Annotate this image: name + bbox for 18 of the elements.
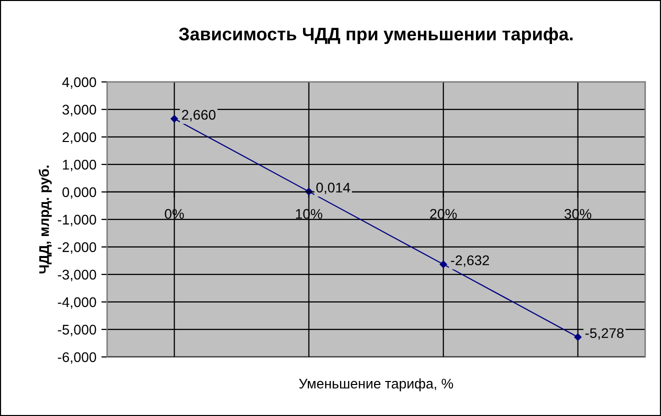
data-label: -5,278 [585, 328, 624, 340]
data-label: 0,014 [316, 182, 350, 194]
y-tick-label: -2,000 [58, 242, 96, 254]
y-tick-label: -5,000 [58, 324, 96, 336]
y-tick-label: 3,000 [62, 104, 96, 116]
y-axis-title: ЧДД, млрд. руб. [38, 166, 52, 274]
y-tick-label: 2,000 [62, 132, 96, 144]
y-tick-label: 1,000 [62, 160, 96, 172]
data-label: 2,660 [182, 110, 216, 122]
y-tick-label: 0,000 [62, 187, 96, 199]
x-axis-title: Уменьшение тарифа, % [299, 378, 454, 392]
chart-title: Зависимость ЧДД при уменьшении тарифа. [178, 27, 573, 44]
y-tick-label: -6,000 [58, 352, 96, 364]
y-tick-label: -1,000 [58, 214, 96, 226]
y-tick-label: -3,000 [58, 270, 96, 282]
y-tick-label: 4,000 [62, 77, 96, 89]
data-label: -2,632 [450, 255, 489, 267]
y-tick-label: -4,000 [58, 297, 96, 309]
